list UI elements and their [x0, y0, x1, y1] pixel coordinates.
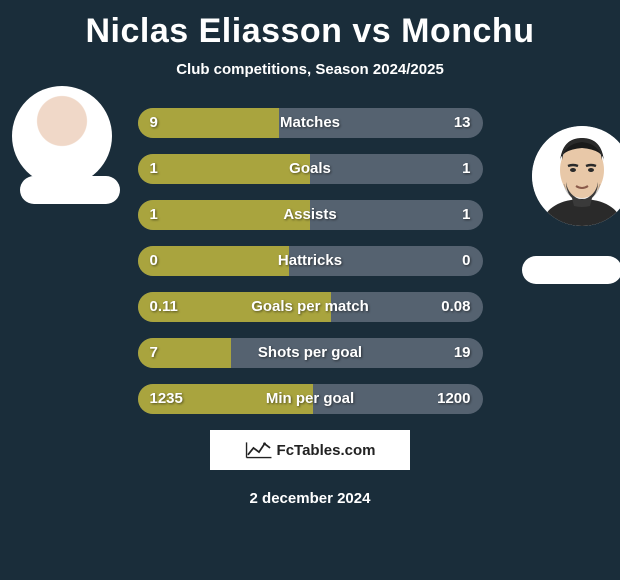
- stats-container: 913Matches 11Goals 11Assists 00Hattricks 0.1…: [138, 108, 483, 414]
- logo-text: FcTables.com: [277, 442, 376, 459]
- stat-row: 0.110.08Goals per match: [138, 292, 483, 322]
- stat-label: Matches: [138, 108, 483, 138]
- stat-label: Goals: [138, 154, 483, 184]
- logo-box: FcTables.com: [210, 430, 410, 470]
- name-chip-right: [522, 256, 620, 284]
- stat-label: Hattricks: [138, 246, 483, 276]
- stat-row: 12351200Min per goal: [138, 384, 483, 414]
- stat-row: 11Goals: [138, 154, 483, 184]
- date-text: 2 december 2024: [0, 490, 620, 507]
- stat-row: 913Matches: [138, 108, 483, 138]
- stat-row: 00Hattricks: [138, 246, 483, 276]
- avatar-right: [532, 126, 620, 226]
- stat-row: 719Shots per goal: [138, 338, 483, 368]
- stat-label: Assists: [138, 200, 483, 230]
- chart-icon: [245, 441, 273, 459]
- stat-row: 11Assists: [138, 200, 483, 230]
- stat-label: Shots per goal: [138, 338, 483, 368]
- stat-label: Goals per match: [138, 292, 483, 322]
- avatar-left: [12, 86, 112, 186]
- name-chip-left: [20, 176, 120, 204]
- stat-label: Min per goal: [138, 384, 483, 414]
- page-title: Niclas Eliasson vs Monchu: [0, 0, 620, 51]
- subtitle: Club competitions, Season 2024/2025: [0, 61, 620, 78]
